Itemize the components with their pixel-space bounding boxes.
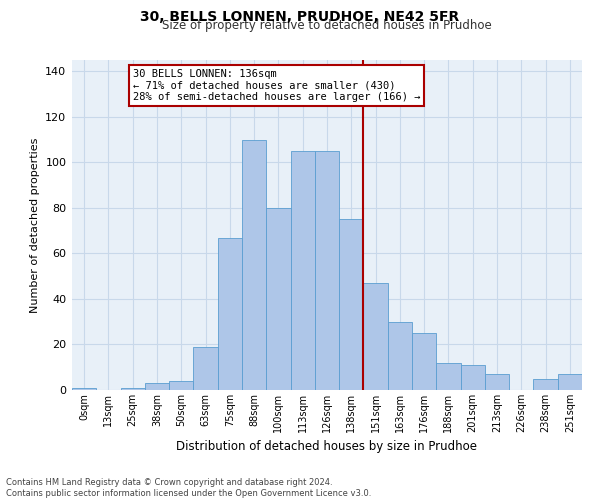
Bar <box>485 374 509 390</box>
Bar <box>266 208 290 390</box>
Bar <box>436 362 461 390</box>
Text: 30, BELLS LONNEN, PRUDHOE, NE42 5FR: 30, BELLS LONNEN, PRUDHOE, NE42 5FR <box>140 10 460 24</box>
Bar <box>72 388 96 390</box>
Y-axis label: Number of detached properties: Number of detached properties <box>30 138 40 312</box>
Bar <box>121 388 145 390</box>
Bar <box>412 333 436 390</box>
Bar <box>169 381 193 390</box>
Bar <box>461 365 485 390</box>
Bar <box>218 238 242 390</box>
Bar <box>145 383 169 390</box>
Text: 30 BELLS LONNEN: 136sqm
← 71% of detached houses are smaller (430)
28% of semi-d: 30 BELLS LONNEN: 136sqm ← 71% of detache… <box>133 69 420 102</box>
Bar <box>339 220 364 390</box>
Bar <box>388 322 412 390</box>
X-axis label: Distribution of detached houses by size in Prudhoe: Distribution of detached houses by size … <box>176 440 478 454</box>
Bar <box>364 283 388 390</box>
Title: Size of property relative to detached houses in Prudhoe: Size of property relative to detached ho… <box>162 20 492 32</box>
Bar <box>242 140 266 390</box>
Text: Contains HM Land Registry data © Crown copyright and database right 2024.
Contai: Contains HM Land Registry data © Crown c… <box>6 478 371 498</box>
Bar <box>193 347 218 390</box>
Bar <box>533 378 558 390</box>
Bar <box>315 151 339 390</box>
Bar <box>290 151 315 390</box>
Bar <box>558 374 582 390</box>
